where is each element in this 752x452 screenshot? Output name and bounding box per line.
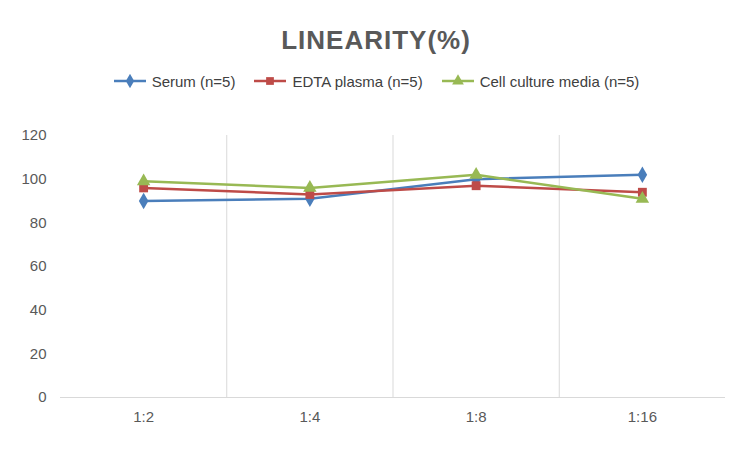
svg-text:120: 120 — [21, 126, 46, 143]
html-text:Serum (n=5): Serum (n=5) — [151, 72, 236, 90]
svg-text:1:4: 1:4 — [299, 408, 320, 425]
svg-text:0: 0 — [38, 388, 46, 405]
html-text:EDTA plasma (n=5): EDTA plasma (n=5) — [292, 72, 423, 90]
svg-text:100: 100 — [21, 170, 46, 187]
svg-text:1:16: 1:16 — [628, 408, 657, 425]
svg-text:1:8: 1:8 — [466, 408, 487, 425]
svg-text:20: 20 — [30, 345, 47, 362]
html-text:LINEARITY(%): LINEARITY(%) — [281, 25, 471, 55]
svg-text:80: 80 — [30, 214, 47, 231]
html-text:Cell culture media (n=5): Cell culture media (n=5) — [479, 72, 640, 90]
svg-text:60: 60 — [30, 257, 47, 274]
svg-text:1:2: 1:2 — [133, 408, 154, 425]
svg-text:40: 40 — [30, 301, 47, 318]
